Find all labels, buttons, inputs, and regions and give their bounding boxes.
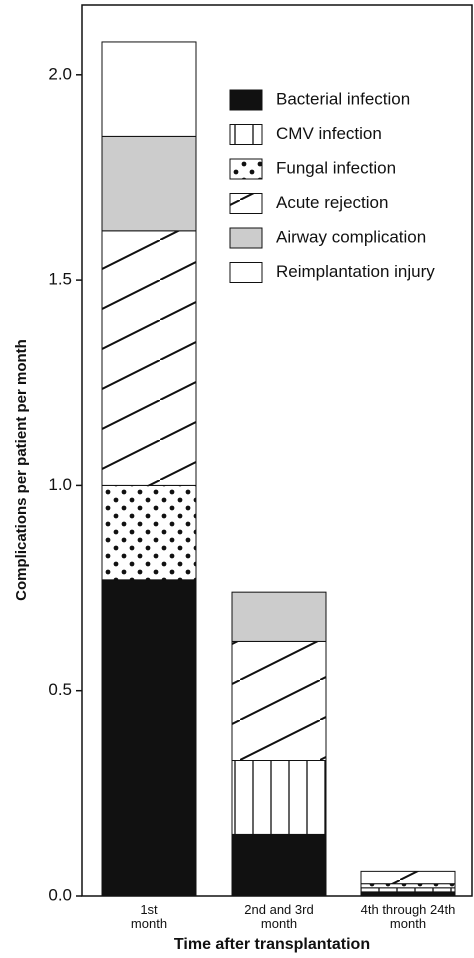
legend-swatch	[229, 262, 263, 283]
bar-segment	[360, 891, 456, 897]
bar-segment	[101, 230, 197, 486]
x-axis-title: Time after transplantation	[174, 936, 370, 953]
y-tick-label: 1.0	[48, 475, 72, 494]
legend-swatch	[229, 193, 263, 214]
bar-segment	[231, 640, 327, 762]
legend-label: Acute rejection	[276, 193, 388, 212]
legend-label: Reimplantation injury	[276, 262, 435, 281]
y-tick-label: 1.5	[48, 270, 72, 289]
legend-label: CMV infection	[276, 124, 382, 143]
legend-swatch	[229, 227, 263, 249]
legend-swatch	[229, 89, 263, 111]
y-tick-label: 2.0	[48, 64, 72, 83]
bar-segment	[231, 591, 327, 642]
y-tick-label: 0.0	[48, 885, 72, 904]
bar-segment	[360, 887, 456, 893]
legend-swatch	[229, 158, 263, 180]
bar-segment	[101, 41, 197, 137]
bar-segment	[101, 579, 197, 897]
bar-segment	[360, 883, 456, 889]
y-tick-label: 0.5	[48, 680, 72, 699]
bar-segment	[231, 760, 327, 835]
x-tick-label: 4th through 24th month	[360, 902, 456, 931]
bar-segment	[360, 870, 456, 885]
legend-label: Airway complication	[276, 227, 426, 246]
legend-label: Bacterial infection	[276, 89, 410, 108]
legend-swatch	[229, 124, 263, 145]
y-axis-title: Complications per patient per month	[13, 339, 30, 601]
x-tick-label: 2nd and 3rd month	[244, 902, 314, 931]
bar-segment	[101, 135, 197, 232]
x-tick-label: 1st month	[130, 902, 168, 931]
bar-segment	[231, 833, 327, 897]
bar-segment	[101, 484, 197, 581]
legend-label: Fungal infection	[276, 158, 396, 177]
